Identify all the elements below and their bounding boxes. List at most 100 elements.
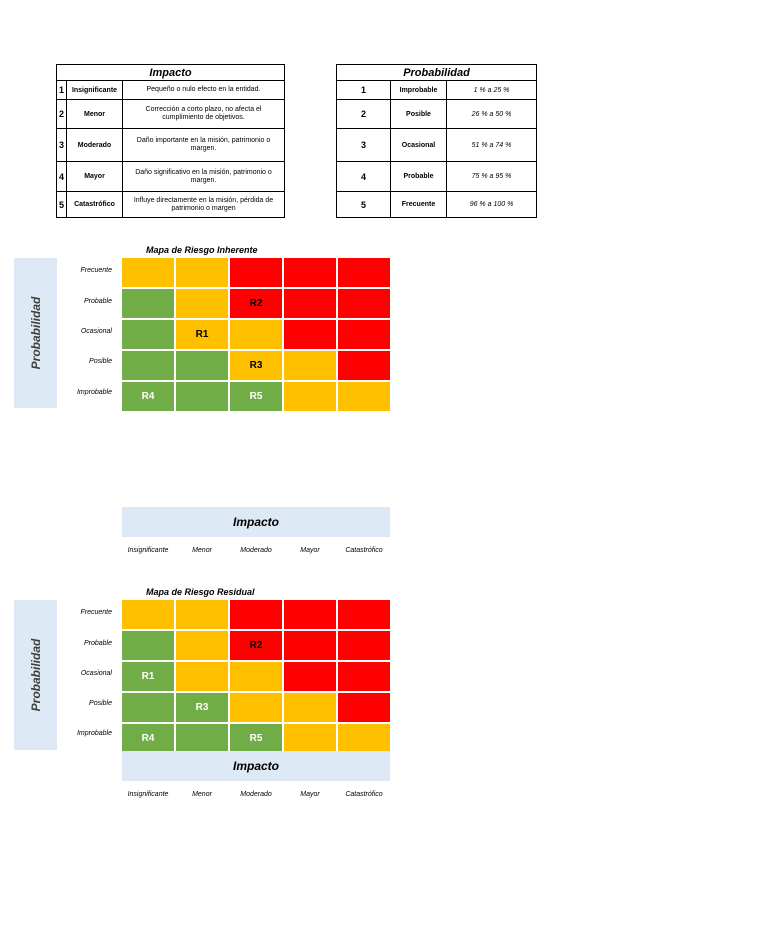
- risk-cell: [122, 631, 174, 660]
- risk-cell: [176, 724, 228, 753]
- impact-num: 5: [56, 191, 67, 218]
- risk-cell: [284, 258, 336, 287]
- table-row: 2 Menor Corrección a corto plazo, no afe…: [56, 99, 286, 129]
- risk-cell: R1: [176, 320, 228, 349]
- impact-level: Menor: [66, 99, 123, 129]
- risk-cell: R4: [122, 724, 174, 753]
- probability-axis-label: Probabilidad: [28, 638, 43, 712]
- row-label-probable: Probable: [83, 640, 112, 647]
- impact-desc: Influye directamente en la misión, pérdi…: [121, 191, 286, 218]
- risk-cell: [284, 320, 336, 349]
- table-row: 1 Improbable 1 % a 25 %: [336, 80, 537, 100]
- risk-cell: [338, 258, 390, 287]
- risk-cell: [230, 320, 282, 349]
- impact-table-title: Impacto: [55, 64, 286, 81]
- probability-axis-label: Probabilidad: [28, 296, 43, 370]
- risk-cell: [176, 289, 228, 318]
- col-label-mayor: Mayor: [300, 791, 320, 798]
- table-row: 4 Probable 75 % a 95 %: [336, 161, 537, 192]
- probability-table-title: Probabilidad: [336, 64, 537, 81]
- risk-cell: [230, 662, 282, 691]
- risk-cell: [284, 724, 336, 753]
- row-label-improbable: Improbable: [76, 730, 112, 737]
- prob-num: 5: [336, 191, 391, 218]
- prob-level: Improbable: [390, 80, 447, 100]
- risk-cell: [284, 382, 336, 411]
- risk-cell: [176, 258, 228, 287]
- impact-desc: Pequeño o nulo efecto en la entidad.: [121, 80, 286, 100]
- risk-cell: R3: [176, 693, 228, 722]
- prob-num: 1: [336, 80, 391, 100]
- prob-num: 3: [336, 128, 391, 162]
- prob-range: 51 % a 74 %: [446, 128, 537, 162]
- row-label-ocasional: Ocasional: [80, 670, 112, 677]
- impact-axis-box: Impacto: [122, 751, 390, 781]
- row-label-posible: Posible: [89, 700, 112, 707]
- prob-range: 96 % a 100 %: [446, 191, 537, 218]
- risk-cell: [338, 693, 390, 722]
- table-row: 3 Ocasional 51 % a 74 %: [336, 128, 537, 162]
- row-label-posible: Posible: [89, 358, 112, 365]
- impact-num: 2: [56, 99, 67, 129]
- risk-cell: [338, 289, 390, 318]
- risk-cell: [230, 600, 282, 629]
- impact-desc: Daño importante en la misión, patrimonio…: [121, 128, 286, 162]
- row-label-frecuente: Frecuente: [80, 267, 112, 274]
- table-row: 5 Frecuente 96 % a 100 %: [336, 191, 537, 218]
- impact-table: Impacto 1 Insignificante Pequeño o nulo …: [55, 64, 286, 218]
- risk-cell: [338, 351, 390, 380]
- risk-cell: R4: [122, 382, 174, 411]
- risk-cell: [338, 631, 390, 660]
- col-label-moderado: Moderado: [240, 547, 272, 554]
- risk-cell: [230, 258, 282, 287]
- impact-level: Catastrófico: [66, 191, 123, 218]
- table-row: 2 Posible 26 % a 50 %: [336, 99, 537, 129]
- impact-num: 3: [56, 128, 67, 162]
- risk-cell: [230, 693, 282, 722]
- row-label-improbable: Improbable: [76, 389, 112, 396]
- residual-map-title: Mapa de Riesgo Residual: [146, 587, 255, 597]
- impact-axis-label: Impacto: [232, 515, 279, 529]
- risk-cell: [338, 662, 390, 691]
- col-label-moderado: Moderado: [240, 791, 272, 798]
- table-row: 1 Insignificante Pequeño o nulo efecto e…: [56, 80, 286, 100]
- table-row: 4 Mayor Daño significativo en la misión,…: [56, 161, 286, 192]
- risk-cell: [284, 289, 336, 318]
- prob-num: 4: [336, 161, 391, 192]
- risk-cell: [122, 351, 174, 380]
- risk-cell: [176, 351, 228, 380]
- prob-range: 75 % a 95 %: [446, 161, 537, 192]
- risk-cell: R2: [230, 631, 282, 660]
- col-label-menor: Menor: [192, 547, 212, 554]
- impact-num: 1: [56, 80, 67, 100]
- row-label-probable: Probable: [83, 298, 112, 305]
- risk-cell: R5: [230, 382, 282, 411]
- inherent-map-title: Mapa de Riesgo Inherente: [146, 245, 258, 255]
- risk-cell: [338, 724, 390, 753]
- impact-desc: Corrección a corto plazo, no afecta el c…: [121, 99, 286, 129]
- prob-level: Frecuente: [390, 191, 447, 218]
- row-label-frecuente: Frecuente: [80, 609, 112, 616]
- risk-cell: [284, 631, 336, 660]
- risk-cell: [338, 320, 390, 349]
- risk-cell: R1: [122, 662, 174, 691]
- risk-cell: [176, 600, 228, 629]
- risk-cell: [122, 600, 174, 629]
- risk-cell: R3: [230, 351, 282, 380]
- risk-cell: R2: [230, 289, 282, 318]
- impact-desc: Daño significativo en la misión, patrimo…: [121, 161, 286, 192]
- risk-cell: [338, 382, 390, 411]
- risk-cell: [122, 258, 174, 287]
- impact-axis-label: Impacto: [232, 759, 279, 773]
- impact-num: 4: [56, 161, 67, 192]
- risk-cell: [284, 351, 336, 380]
- probability-axis-box: Probabilidad: [14, 600, 57, 750]
- impact-level: Moderado: [66, 128, 123, 162]
- residual-risk-grid: R2 R1 R3 R4 R5: [122, 600, 390, 753]
- row-label-ocasional: Ocasional: [80, 328, 112, 335]
- risk-cell: [122, 289, 174, 318]
- probability-axis-box: Probabilidad: [14, 258, 57, 408]
- prob-range: 1 % a 25 %: [446, 80, 537, 100]
- inherent-risk-grid: R2 R1 R3 R4 R5: [122, 258, 390, 411]
- col-label-catastrofico: Catastrófico: [345, 791, 383, 798]
